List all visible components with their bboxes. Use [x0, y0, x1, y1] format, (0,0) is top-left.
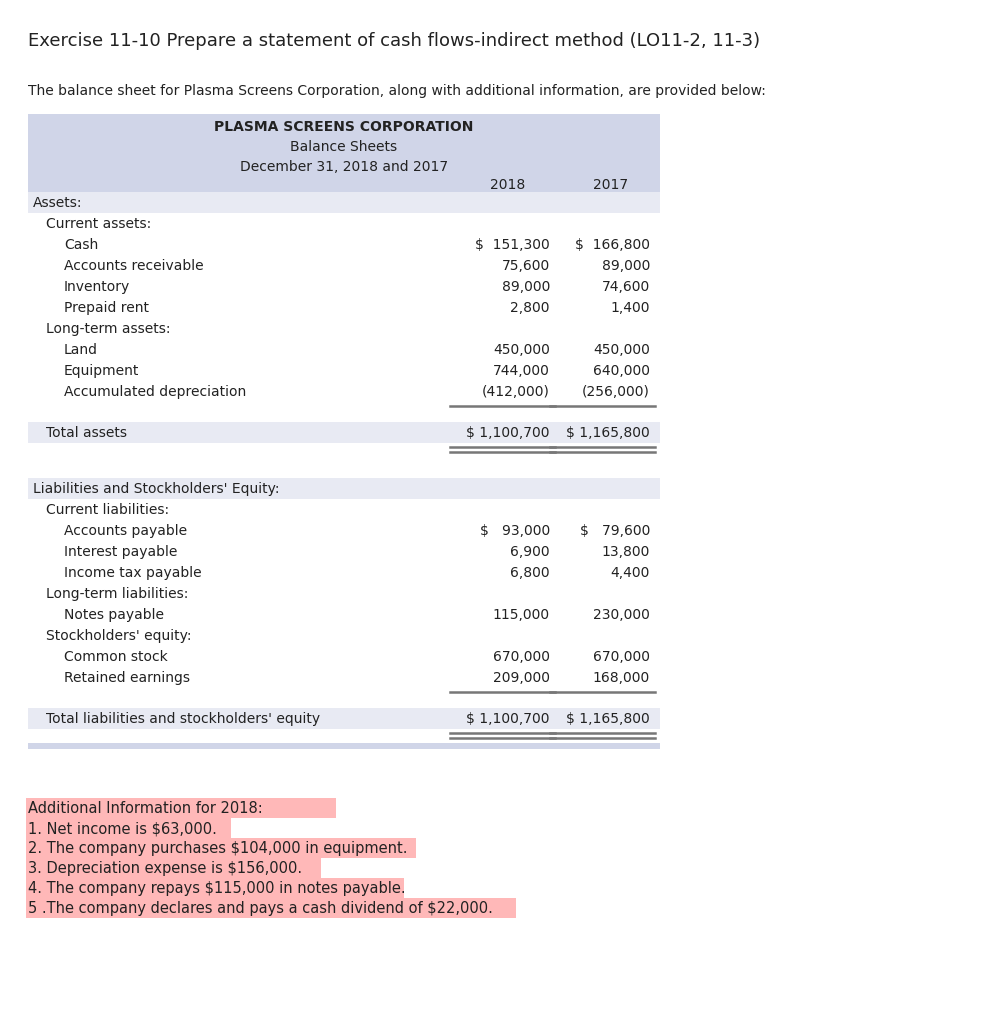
Bar [26, 838, 416, 858]
Text: Income tax payable: Income tax payable [64, 566, 201, 580]
Text: Long-term assets:: Long-term assets: [46, 322, 170, 336]
Text: (412,000): (412,000) [482, 385, 549, 399]
Text: The balance sheet for Plasma Screens Corporation, along with additional informat: The balance sheet for Plasma Screens Cor… [28, 84, 766, 98]
Bar [28, 562, 659, 583]
Text: 5 .The company declares and pays a cash dividend of $22,000.: 5 .The company declares and pays a cash … [28, 901, 492, 916]
Text: $ 1,165,800: $ 1,165,800 [566, 426, 649, 440]
Text: Interest payable: Interest payable [64, 545, 177, 559]
Text: Cash: Cash [64, 238, 98, 252]
Text: Exercise 11-10 Prepare a statement of cash flows-indirect method (LO11-2, 11-3): Exercise 11-10 Prepare a statement of ca… [28, 32, 760, 50]
Bar [28, 114, 659, 193]
Bar [28, 360, 659, 381]
Text: Accumulated depreciation: Accumulated depreciation [64, 385, 246, 399]
Text: 74,600: 74,600 [601, 280, 649, 294]
Text: 3. Depreciation expense is $156,000.: 3. Depreciation expense is $156,000. [28, 861, 302, 876]
Text: $  166,800: $ 166,800 [574, 238, 649, 252]
Bar [26, 878, 404, 898]
Text: Total assets: Total assets [46, 426, 127, 440]
Text: Common stock: Common stock [64, 650, 167, 664]
Bar [28, 339, 659, 360]
Text: 670,000: 670,000 [493, 650, 549, 664]
Bar [28, 646, 659, 667]
Bar [26, 798, 336, 818]
Text: Current liabilities:: Current liabilities: [46, 503, 169, 517]
Text: Total liabilities and stockholders' equity: Total liabilities and stockholders' equi… [46, 712, 320, 726]
Text: 450,000: 450,000 [493, 343, 549, 357]
Text: 1,400: 1,400 [610, 301, 649, 315]
Bar [28, 276, 659, 297]
Bar [28, 381, 659, 402]
Text: Additional Information for 2018:: Additional Information for 2018: [28, 801, 263, 816]
Text: Equipment: Equipment [64, 364, 139, 378]
Bar [28, 520, 659, 541]
Text: 89,000: 89,000 [601, 259, 649, 273]
Text: Accounts receivable: Accounts receivable [64, 259, 203, 273]
Text: 13,800: 13,800 [601, 545, 649, 559]
Bar [28, 583, 659, 604]
Bar [28, 625, 659, 646]
Bar [28, 422, 659, 443]
Text: 2. The company purchases $104,000 in equipment.: 2. The company purchases $104,000 in equ… [28, 841, 407, 856]
Text: 209,000: 209,000 [493, 671, 549, 685]
Text: Liabilities and Stockholders' Equity:: Liabilities and Stockholders' Equity: [33, 482, 280, 496]
Text: Long-term liabilities:: Long-term liabilities: [46, 587, 188, 601]
Text: 744,000: 744,000 [493, 364, 549, 378]
Bar [28, 478, 659, 499]
Text: Prepaid rent: Prepaid rent [64, 301, 149, 315]
Text: 6,900: 6,900 [510, 545, 549, 559]
Bar [26, 818, 230, 838]
Text: PLASMA SCREENS CORPORATION: PLASMA SCREENS CORPORATION [214, 120, 473, 134]
Bar [28, 743, 659, 749]
Text: $   93,000: $ 93,000 [479, 524, 549, 538]
Text: $ 1,100,700: $ 1,100,700 [466, 712, 549, 726]
Text: 4,400: 4,400 [610, 566, 649, 580]
Bar [28, 318, 659, 339]
Text: Stockholders' equity:: Stockholders' equity: [46, 629, 191, 643]
Text: Current assets:: Current assets: [46, 217, 151, 231]
Bar [26, 898, 515, 918]
Text: Notes payable: Notes payable [64, 608, 164, 622]
Text: Land: Land [64, 343, 98, 357]
Text: Inventory: Inventory [64, 280, 130, 294]
Bar [26, 858, 321, 878]
Bar [28, 213, 659, 234]
Bar [28, 255, 659, 276]
Text: (256,000): (256,000) [581, 385, 649, 399]
Text: $ 1,100,700: $ 1,100,700 [466, 426, 549, 440]
Text: 75,600: 75,600 [501, 259, 549, 273]
Text: 450,000: 450,000 [592, 343, 649, 357]
Text: Retained earnings: Retained earnings [64, 671, 189, 685]
Text: 168,000: 168,000 [592, 671, 649, 685]
Text: December 31, 2018 and 2017: December 31, 2018 and 2017 [239, 160, 448, 174]
Bar [28, 667, 659, 688]
Text: 640,000: 640,000 [592, 364, 649, 378]
Text: 1. Net income is $63,000.: 1. Net income is $63,000. [28, 821, 216, 836]
Bar [28, 708, 659, 729]
Text: 2018: 2018 [490, 178, 525, 193]
Text: Accounts payable: Accounts payable [64, 524, 187, 538]
Text: 115,000: 115,000 [492, 608, 549, 622]
Text: 230,000: 230,000 [592, 608, 649, 622]
Bar [28, 499, 659, 520]
Text: 2,800: 2,800 [510, 301, 549, 315]
Text: 2017: 2017 [593, 178, 628, 193]
Text: 670,000: 670,000 [592, 650, 649, 664]
Bar [28, 193, 659, 213]
Bar [28, 234, 659, 255]
Bar [28, 604, 659, 625]
Text: Assets:: Assets: [33, 196, 82, 210]
Text: 4. The company repays $115,000 in notes payable.: 4. The company repays $115,000 in notes … [28, 881, 405, 896]
Text: 6,800: 6,800 [510, 566, 549, 580]
Text: $   79,600: $ 79,600 [579, 524, 649, 538]
Text: $  151,300: $ 151,300 [475, 238, 549, 252]
Text: Balance Sheets: Balance Sheets [291, 140, 397, 154]
Text: $ 1,165,800: $ 1,165,800 [566, 712, 649, 726]
Bar [28, 297, 659, 318]
Bar [28, 541, 659, 562]
Text: 89,000: 89,000 [501, 280, 549, 294]
